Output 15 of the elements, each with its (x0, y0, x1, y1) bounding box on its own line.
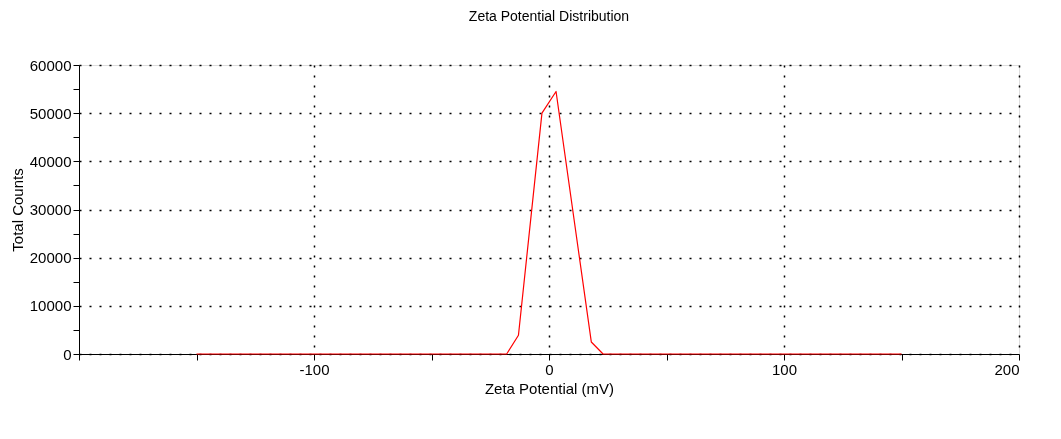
y-tick-label: 20000 (29, 249, 72, 267)
x-tick-label: 200 (994, 360, 1020, 378)
y-tick-label: 30000 (29, 201, 72, 218)
y-axis-title: Total Counts (8, 168, 26, 252)
x-tick-label: -100 (299, 360, 330, 378)
y-tick-label: 50000 (29, 104, 72, 122)
y-tick-label: 60000 (29, 56, 72, 74)
line-series (195, 90, 903, 355)
y-tick-label: 10000 (29, 297, 72, 315)
x-tick-label: 0 (545, 360, 554, 378)
x-axis-title: Zeta Potential (mV) (484, 379, 615, 397)
x-tick-label: 100 (771, 360, 798, 378)
y-tick-label: 40000 (29, 152, 72, 170)
chart-title: Zeta Potential Distribution (468, 8, 630, 24)
y-tick-label: 0 (63, 345, 72, 363)
